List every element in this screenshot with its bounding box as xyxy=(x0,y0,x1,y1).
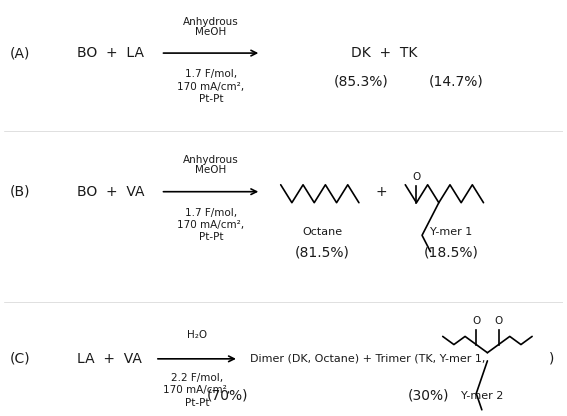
Text: MeOH: MeOH xyxy=(195,27,226,37)
Text: (B): (B) xyxy=(10,185,30,199)
Text: Octane: Octane xyxy=(303,228,342,238)
Text: Pt-Pt: Pt-Pt xyxy=(198,233,223,243)
Text: 1.7 F/mol,: 1.7 F/mol, xyxy=(185,69,237,79)
Text: 170 mA/cm²,: 170 mA/cm², xyxy=(163,385,230,395)
Text: 170 mA/cm²,: 170 mA/cm², xyxy=(177,220,244,230)
Text: (A): (A) xyxy=(10,46,30,60)
Text: O: O xyxy=(412,172,421,182)
Text: (81.5%): (81.5%) xyxy=(295,246,350,260)
Text: Y-mer 1: Y-mer 1 xyxy=(430,228,472,238)
Text: H₂O: H₂O xyxy=(187,330,207,340)
Text: BO  +  VA: BO + VA xyxy=(77,185,144,199)
Text: LA  +  VA: LA + VA xyxy=(77,352,142,366)
Text: (14.7%): (14.7%) xyxy=(429,74,484,89)
Text: BO  +  LA: BO + LA xyxy=(77,46,144,60)
Text: Pt-Pt: Pt-Pt xyxy=(198,94,223,104)
Text: Dimer (DK, Octane) + Trimer (TK, Y-mer 1,: Dimer (DK, Octane) + Trimer (TK, Y-mer 1… xyxy=(249,354,485,364)
Text: Anhydrous: Anhydrous xyxy=(183,155,239,165)
Text: 170 mA/cm²,: 170 mA/cm², xyxy=(177,82,244,92)
Text: (85.3%): (85.3%) xyxy=(334,74,388,89)
Text: ): ) xyxy=(549,352,555,366)
Text: (C): (C) xyxy=(10,352,31,366)
Text: Pt-Pt: Pt-Pt xyxy=(185,398,209,408)
Text: (70%): (70%) xyxy=(207,389,248,403)
Text: 2.2 F/mol,: 2.2 F/mol, xyxy=(171,373,223,383)
Text: (18.5%): (18.5%) xyxy=(424,246,479,260)
Text: MeOH: MeOH xyxy=(195,166,226,176)
Text: O: O xyxy=(472,316,480,326)
Text: +: + xyxy=(375,185,387,199)
Text: O: O xyxy=(494,316,503,326)
Text: DK  +  TK: DK + TK xyxy=(350,46,417,60)
Text: (30%): (30%) xyxy=(408,389,450,403)
Text: Y-mer 2: Y-mer 2 xyxy=(460,391,503,401)
Text: 1.7 F/mol,: 1.7 F/mol, xyxy=(185,208,237,218)
Text: Anhydrous: Anhydrous xyxy=(183,17,239,27)
